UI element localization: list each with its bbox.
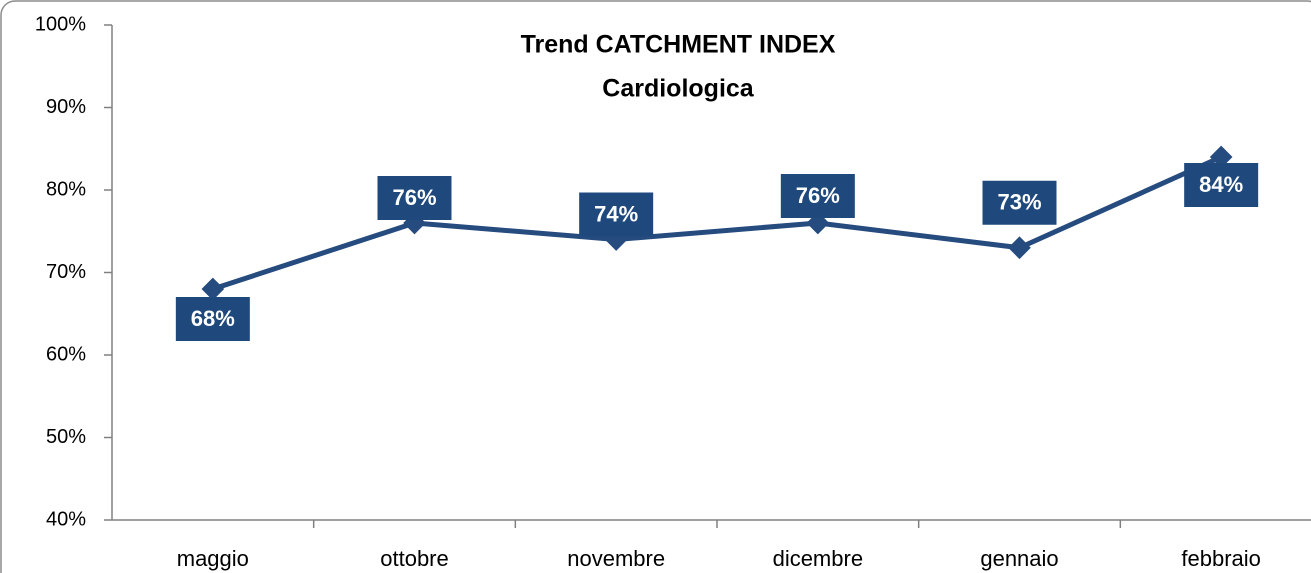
chart-subtitle: Cardiologica (602, 75, 755, 103)
y-tick-label: 50% (46, 426, 86, 448)
data-label: 84% (1199, 172, 1243, 197)
data-label: 76% (392, 185, 436, 210)
y-tick-label: 80% (46, 178, 86, 200)
data-label-box (579, 192, 654, 237)
data-label: 73% (997, 190, 1041, 215)
y-tick-label: 70% (46, 261, 86, 283)
data-label-box (780, 174, 855, 218)
y-tick-label: 40% (46, 508, 86, 530)
y-tick-label: 90% (46, 96, 86, 118)
data-label-box (175, 297, 250, 341)
y-tick-label: 60% (46, 343, 86, 365)
y-tick-label: 100% (35, 13, 86, 35)
data-label: 76% (796, 183, 840, 208)
chart-title: Trend CATCHMENT INDEX (521, 31, 836, 59)
data-label: 74% (594, 201, 638, 226)
x-tick-label: gennaio (980, 546, 1058, 571)
x-tick-label: maggio (177, 546, 249, 571)
x-tick-label: febbraio (1181, 546, 1261, 571)
data-label-box (982, 180, 1057, 225)
x-tick-label: novembre (567, 546, 665, 571)
x-tick-label: ottobre (380, 546, 449, 571)
data-label: 68% (191, 306, 235, 331)
data-label-box (377, 176, 452, 220)
data-line (212, 154, 1223, 292)
data-label-box (1184, 163, 1259, 207)
x-tick-label: dicembre (773, 546, 863, 571)
